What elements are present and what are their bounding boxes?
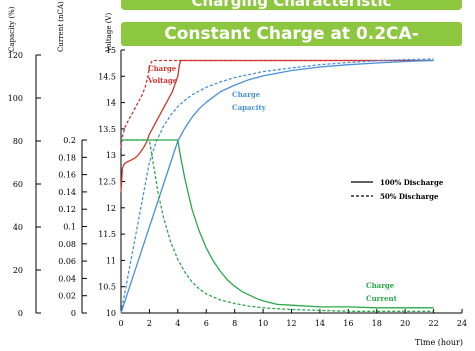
- time-tick-label: 4: [175, 319, 180, 328]
- chart-subtitle: Constant Charge at 0.2CA-14.8V(25°C): [164, 24, 419, 68]
- legend: 100% Discharge 50% Discharge: [351, 178, 444, 201]
- current-tick-label: 0.14: [58, 188, 76, 197]
- voltage-tick-label: 11.5: [98, 230, 116, 239]
- voltage-tick-label: 15: [106, 46, 116, 55]
- current-annotation: Current: [366, 294, 398, 303]
- series-voltage-50-line: [120, 59, 434, 148]
- voltage-tick-label: 11: [106, 256, 116, 265]
- time-tick-label: 16: [343, 319, 353, 328]
- capacity-tick-label: 20: [13, 266, 23, 275]
- capacity-tick-label: 40: [13, 223, 23, 232]
- current-tick-label: 0.06: [58, 257, 76, 266]
- series-layer: [120, 58, 434, 314]
- voltage-tick-label: 13: [106, 151, 116, 160]
- time-tick-label: 8: [232, 319, 237, 328]
- time-tick-label: 0: [118, 319, 123, 328]
- voltage-tick-label: 13.5: [98, 125, 116, 134]
- time-tick-label: 12: [286, 319, 296, 328]
- time-tick-label: 6: [204, 319, 209, 328]
- voltage-tick-label: 12: [106, 204, 116, 213]
- current-tick-label: 0.08: [58, 240, 76, 249]
- time-tick-label: 2: [147, 319, 152, 328]
- voltage-tick-label: 10.5: [98, 283, 116, 292]
- voltage-tick-label: 10: [106, 309, 116, 318]
- capacity-tick-label: 60: [13, 180, 23, 189]
- voltage-tick-label: 14: [106, 99, 116, 108]
- axes-layer: 02040608010012000.020.040.060.080.10.120…: [8, 46, 467, 328]
- voltage-annotation-top: Charge: [148, 64, 177, 73]
- current-tick-label: 0.18: [58, 153, 76, 162]
- time-tick-label: 20: [400, 319, 410, 328]
- current-annotation-top: Charge: [366, 281, 395, 290]
- capacity-tick-label: 100: [8, 94, 23, 103]
- chart-subtitle-banner: Constant Charge at 0.2CA-14.8V(25°C): [121, 22, 462, 68]
- legend-dashed-label: 50% Discharge: [380, 192, 439, 201]
- current-tick-label: 0.2: [63, 136, 76, 145]
- capacity-axis-label: Capacity (%): [8, 6, 16, 52]
- time-tick-label: 18: [372, 319, 382, 328]
- current-tick-label: 0.1: [63, 223, 76, 232]
- current-axis-label: Current (nCA): [57, 1, 65, 52]
- time-tick-label: 22: [428, 319, 438, 328]
- capacity-tick-label: 120: [8, 51, 23, 60]
- series-current-50-line: [121, 139, 434, 312]
- current-tick-label: 0: [71, 309, 76, 318]
- series-capacity-50-line: [120, 58, 434, 314]
- voltage-tick-label: 14.5: [98, 72, 116, 81]
- capacity-annotation-top: Charge: [232, 90, 261, 99]
- series-capacity-100-line: [120, 59, 434, 314]
- capacity-tick-label: 0: [18, 309, 23, 318]
- voltage-axis-label: Voltage (V): [105, 13, 113, 53]
- voltage-annotation: Voltage: [147, 76, 178, 85]
- current-tick-label: 0.12: [58, 205, 76, 214]
- current-tick-label: 0.16: [58, 171, 76, 180]
- time-tick-label: 10: [258, 319, 268, 328]
- capacity-annotation: Capacity: [232, 103, 267, 112]
- series-current-100-line: [121, 139, 434, 309]
- capacity-tick-label: 80: [13, 137, 23, 146]
- current-tick-label: 0.04: [58, 274, 76, 283]
- chart-title-banner: Charging Characteristic: [121, 0, 462, 10]
- voltage-tick-label: 12.5: [98, 178, 116, 187]
- x-axis-label: Time (hour): [415, 338, 463, 347]
- chart-title: Charging Characteristic: [191, 0, 392, 10]
- legend-solid-label: 100% Discharge: [380, 178, 444, 187]
- current-tick-label: 0.02: [58, 292, 76, 301]
- time-tick-label: 24: [457, 319, 467, 328]
- time-tick-label: 14: [315, 319, 325, 328]
